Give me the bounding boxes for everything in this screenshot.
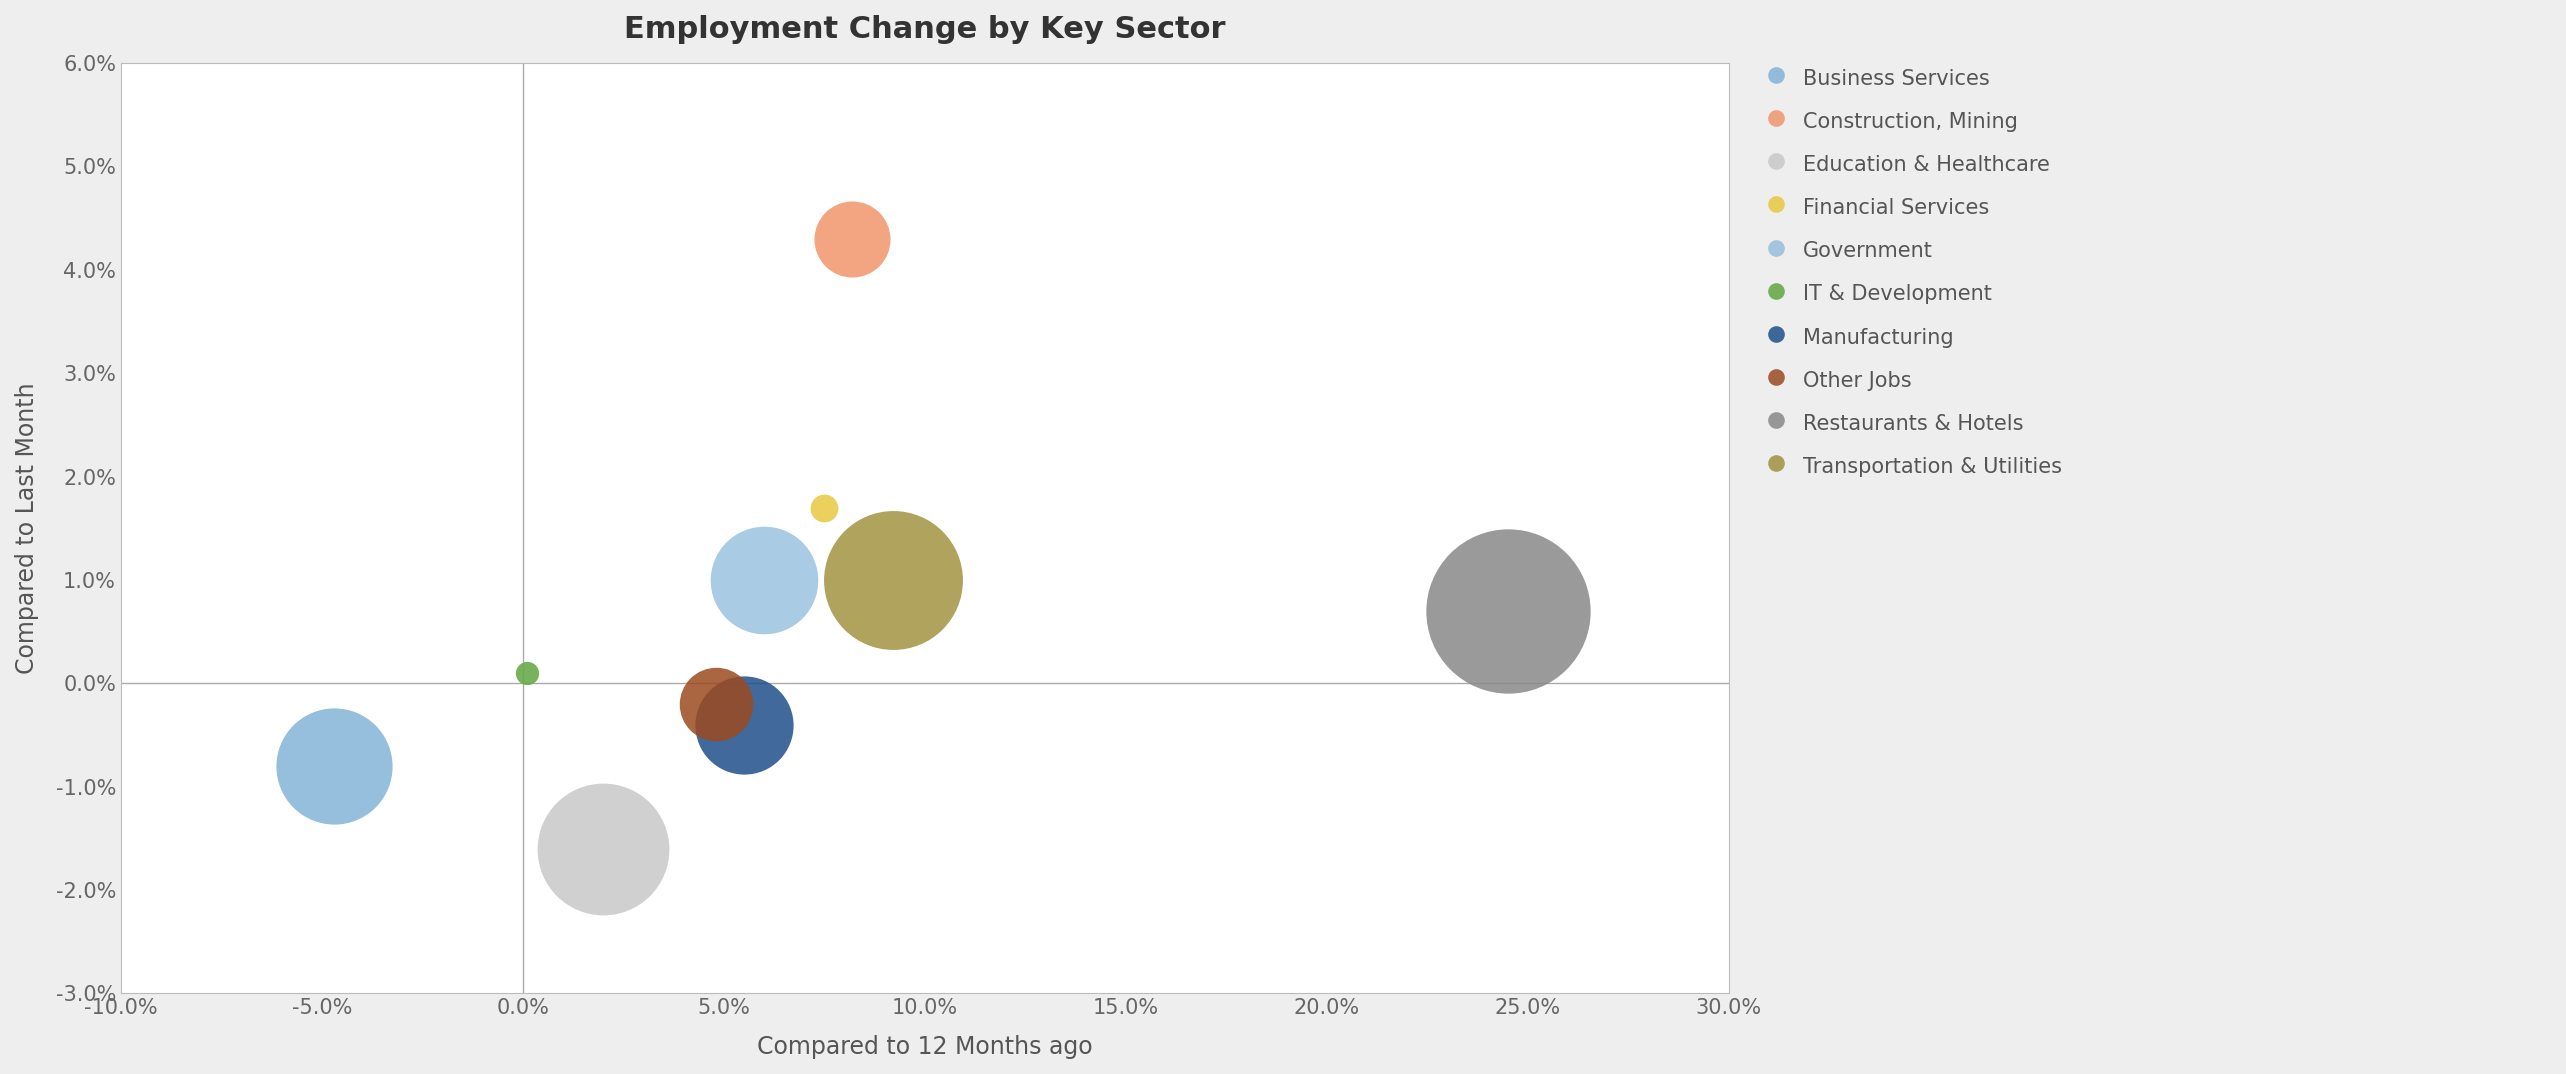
Point <box>744 571 785 589</box>
Legend: Business Services, Construction, Mining, Education & Healthcare, Financial Servi: Business Services, Construction, Mining,… <box>1755 55 2073 489</box>
Point <box>724 716 765 734</box>
Point <box>582 840 624 857</box>
Title: Employment Change by Key Sector: Employment Change by Key Sector <box>624 15 1227 44</box>
Point <box>872 571 913 589</box>
Point <box>695 695 736 712</box>
X-axis label: Compared to 12 Months ago: Compared to 12 Months ago <box>757 1035 1093 1059</box>
Point <box>506 665 547 682</box>
Y-axis label: Compared to Last Month: Compared to Last Month <box>15 382 38 674</box>
Point <box>831 230 872 247</box>
Point <box>1488 603 1529 620</box>
Point <box>803 499 844 517</box>
Point <box>313 757 354 774</box>
